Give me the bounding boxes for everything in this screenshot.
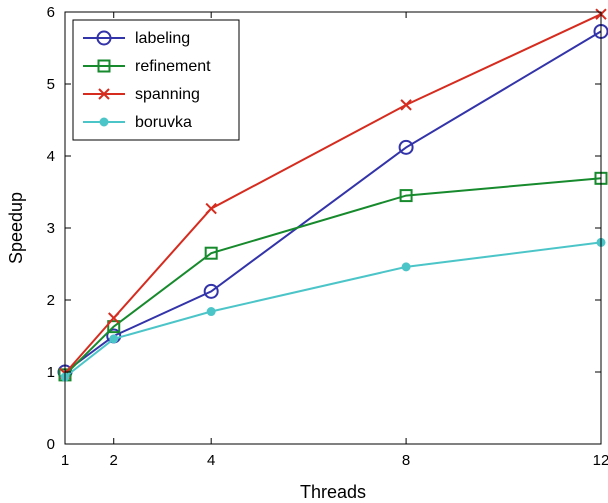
y-tick-label: 6: [47, 4, 55, 21]
y-tick-label: 5: [47, 76, 55, 93]
refinement-point: [107, 320, 121, 334]
spanning-point: [108, 312, 120, 324]
refinement-line: [64, 177, 602, 376]
x-tick-label: 4: [207, 452, 215, 469]
x-tick-label: 2: [110, 452, 118, 469]
spanning-point: [400, 99, 412, 111]
legend-label: spanning: [135, 86, 200, 103]
boruvka-point: [401, 262, 411, 272]
y-tick-label: 0: [47, 436, 55, 453]
legend-marker: [98, 88, 110, 100]
legend-label: labeling: [135, 30, 190, 47]
boruvka-point: [109, 334, 119, 344]
legend-marker: [99, 117, 109, 127]
x-tick-label: 8: [402, 452, 410, 469]
y-tick-label: 1: [47, 364, 55, 381]
x-marker-stroke: [400, 99, 412, 111]
y-tick-label: 2: [47, 292, 55, 309]
boruvka-point: [206, 307, 216, 317]
y-axis-label: Speedup: [6, 192, 26, 264]
x-marker-stroke: [108, 312, 120, 324]
labeling-point: [398, 139, 414, 155]
x-axis-label: Threads: [300, 482, 366, 502]
refinement-point: [204, 246, 218, 260]
legend-item-boruvka: boruvka: [83, 114, 192, 131]
legend-label: boruvka: [135, 114, 192, 131]
legend: labeling refinement spanning boruvka: [72, 19, 240, 141]
labeling-point: [203, 283, 219, 299]
legend-item-spanning: spanning: [83, 86, 200, 103]
x-marker-stroke: [98, 88, 110, 100]
y-tick-label: 3: [47, 220, 55, 237]
y-tick-label: 4: [47, 148, 55, 165]
legend-marker: [97, 59, 111, 73]
legend-item-labeling: labeling: [83, 30, 190, 47]
legend-marker: [96, 30, 112, 46]
refinement-point: [399, 189, 413, 203]
spanning-point: [205, 202, 217, 215]
x-tick-label: 1: [61, 452, 69, 469]
legend-label: refinement: [135, 58, 211, 75]
legend-item-refinement: refinement: [83, 58, 211, 75]
x-tick-label: 12: [593, 452, 608, 469]
labeling-line: [64, 30, 602, 373]
x-marker-stroke: [205, 202, 217, 215]
